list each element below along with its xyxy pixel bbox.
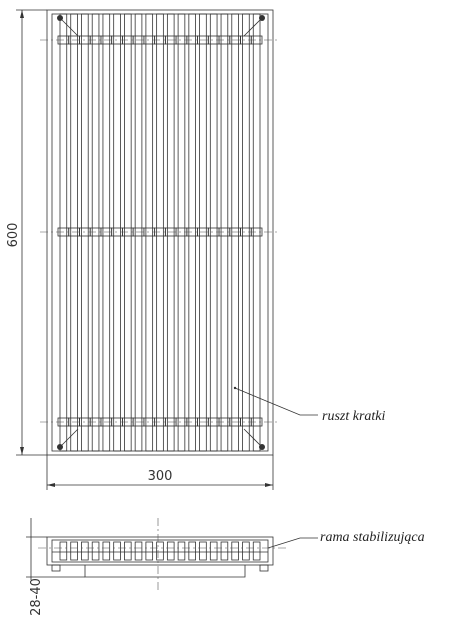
bars	[57, 13, 263, 452]
section-bar	[134, 541, 143, 561]
section-bar	[113, 541, 121, 561]
width-label: 300	[148, 469, 173, 484]
profile-dimension	[26, 518, 85, 580]
bar	[188, 13, 196, 452]
bar	[177, 13, 186, 452]
section-bar	[156, 541, 164, 561]
frame-label: rama stabilizująca	[320, 530, 425, 545]
height-label: 600	[6, 223, 21, 248]
height-dimension	[16, 9, 47, 456]
section-bar	[81, 541, 89, 561]
bar	[252, 13, 261, 452]
section-bar	[166, 541, 175, 561]
grate-label: ruszt kratki	[322, 409, 386, 424]
section-bar	[220, 541, 229, 561]
section-bar	[102, 541, 111, 561]
section-bar	[177, 541, 186, 561]
section-bar	[242, 541, 250, 561]
grate-outline	[46, 9, 274, 456]
bar	[166, 13, 175, 452]
bar	[113, 13, 121, 452]
bar	[231, 13, 239, 452]
corner-fixings	[57, 15, 265, 450]
section-bar	[199, 541, 207, 561]
grate-inner	[51, 13, 269, 452]
bar	[102, 13, 111, 452]
section-view	[46, 536, 274, 578]
section-bar	[231, 541, 239, 561]
leader	[267, 537, 318, 549]
width-dimension	[46, 455, 274, 490]
section-bar	[91, 541, 100, 561]
bar	[81, 13, 89, 452]
leader	[234, 387, 318, 416]
bar	[156, 13, 164, 452]
bar	[145, 13, 154, 452]
bar	[242, 13, 250, 452]
bar	[209, 13, 218, 452]
bar	[199, 13, 207, 452]
bar	[91, 13, 100, 452]
bar	[70, 13, 78, 452]
section-bar	[188, 541, 196, 561]
section-bar	[59, 541, 68, 561]
bar	[220, 13, 229, 452]
bar	[124, 13, 132, 452]
section-bar	[209, 541, 218, 561]
profile-label: 28-40	[29, 578, 44, 616]
section-bar	[252, 541, 261, 561]
section-bar	[70, 541, 78, 561]
section-bar	[124, 541, 132, 561]
section-bar	[145, 541, 154, 561]
bar	[59, 13, 68, 452]
bar	[134, 13, 143, 452]
section-bars	[59, 541, 261, 561]
